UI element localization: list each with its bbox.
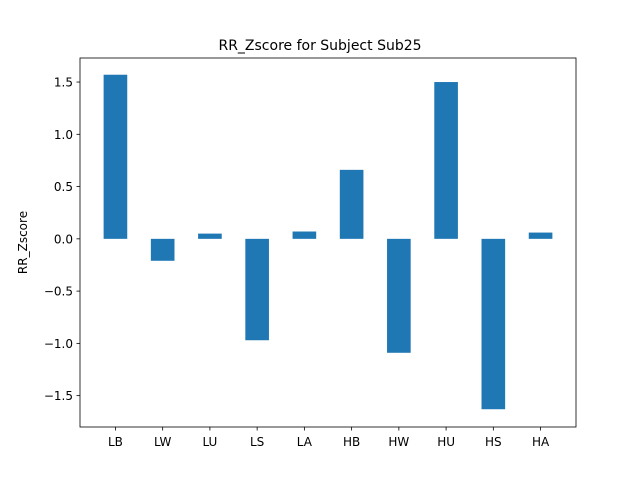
y-tick-label: −1.0 bbox=[44, 337, 73, 351]
x-tick-label-LU: LU bbox=[202, 435, 217, 449]
bar-LB bbox=[103, 74, 128, 239]
chart-title: RR_Zscore for Subject Sub25 bbox=[218, 38, 421, 54]
y-tick-label: 1.5 bbox=[54, 76, 73, 90]
x-tick-label-HW: HW bbox=[388, 435, 409, 449]
x-tick-label-LB: LB bbox=[108, 435, 123, 449]
x-tick-label-LW: LW bbox=[154, 435, 172, 449]
y-axis-title: RR_Zscore bbox=[16, 211, 30, 274]
bar-LA bbox=[292, 231, 317, 239]
x-tick-label-HU: HU bbox=[437, 435, 455, 449]
x-tick-label-HB: HB bbox=[343, 435, 360, 449]
bar-HB bbox=[339, 169, 364, 239]
x-tick-label-LA: LA bbox=[297, 435, 313, 449]
bar-HW bbox=[387, 238, 411, 353]
bar-LS bbox=[245, 238, 269, 341]
bar-HS bbox=[481, 238, 506, 410]
y-tick-label: 1.0 bbox=[54, 128, 73, 142]
bars-group bbox=[103, 74, 553, 410]
y-tick-label: −1.5 bbox=[44, 389, 73, 403]
bar-LU bbox=[198, 233, 222, 239]
y-tick-label: 0.0 bbox=[54, 232, 73, 246]
bar-LW bbox=[150, 238, 175, 261]
x-tick-label-HS: HS bbox=[485, 435, 502, 449]
x-tick-label-HA: HA bbox=[532, 435, 550, 449]
bar-HU bbox=[434, 82, 458, 239]
y-axis: −1.5 −1.0 −0.5 0.0 0.5 1.0 1.5 bbox=[44, 76, 80, 403]
bar-HA bbox=[528, 232, 553, 239]
y-tick-label: 0.5 bbox=[54, 180, 73, 194]
y-tick-label: −0.5 bbox=[44, 285, 73, 299]
x-tick-label-LS: LS bbox=[250, 435, 264, 449]
plot-frame bbox=[79, 57, 577, 428]
x-axis: LB LW LU LS LA HB HW HU HS HA bbox=[108, 427, 550, 449]
